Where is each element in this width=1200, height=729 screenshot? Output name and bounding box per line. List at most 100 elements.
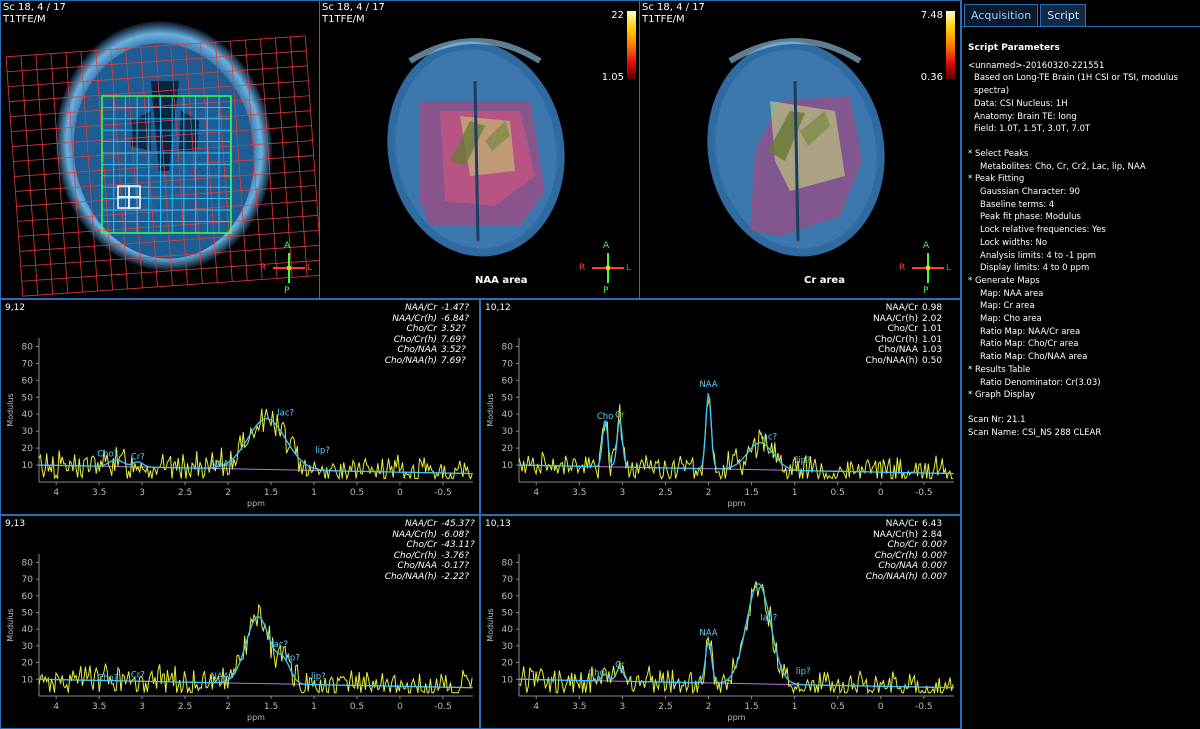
y-tick-label: 80 bbox=[22, 558, 34, 568]
peak-label: Cr bbox=[615, 410, 625, 420]
script-section-head: * Generate Maps bbox=[968, 275, 1040, 286]
spectrum-panel-9-13[interactable]: 10 20 30 40 50 60 70 80 4 3.5 3 2.5 2 1.5 1 0.5 0 -0.5 ppm… bbox=[0, 515, 480, 729]
x-tick-label: 0 bbox=[397, 488, 403, 498]
ratio-name: Cho/NAA bbox=[878, 345, 918, 355]
ratio-name: NAA/Cr(h) bbox=[872, 529, 918, 540]
y-tick-label: 20 bbox=[502, 659, 514, 669]
peak-label: lip? bbox=[311, 672, 326, 682]
ratio-row: Cho/NAA(h) 7.69? bbox=[385, 356, 475, 367]
script-section-head: * Peak Fitting bbox=[968, 174, 1025, 185]
x-tick-label: 0.5 bbox=[350, 702, 364, 712]
ratio-name: Cho/NAA bbox=[397, 561, 437, 571]
cr-map-viewport[interactable]: Sc 18, 4 / 17 T1TFE/M 7.48 0.36 Cr area … bbox=[639, 0, 961, 299]
x-tick-label: 2 bbox=[706, 488, 712, 498]
x-tick-label: 4 bbox=[533, 702, 539, 712]
ratio-value: -1.47? bbox=[441, 303, 470, 313]
y-tick-label: 10 bbox=[502, 675, 514, 685]
x-tick-label: 4 bbox=[533, 488, 539, 498]
x-tick-label: -0.5 bbox=[915, 702, 933, 712]
ratio-value: 7.69? bbox=[441, 355, 466, 366]
ratio-name: NAA/Cr(h) bbox=[392, 313, 437, 324]
x-tick-label: 0 bbox=[397, 702, 403, 712]
ratio-name: Cho/NAA bbox=[397, 345, 437, 355]
y-tick-label: 10 bbox=[22, 461, 34, 471]
orientation-marker: A R L P bbox=[578, 241, 638, 298]
y-tick-label: 60 bbox=[502, 592, 514, 602]
x-tick-label: 1.5 bbox=[264, 488, 278, 498]
ratio-name: Cho/Cr(h) bbox=[393, 550, 437, 561]
naa-map-viewport[interactable]: Sc 18, 4 / 17 T1TFE/M 22 1.05 NAA area A… bbox=[319, 0, 640, 299]
ratio-name: NAA/Cr bbox=[885, 519, 918, 529]
ratio-name: Cho/NAA bbox=[878, 561, 918, 571]
x-tick-label: 4 bbox=[53, 702, 59, 712]
spectrum-raw bbox=[518, 581, 954, 695]
script-item: Baseline terms: 4 bbox=[980, 199, 1055, 210]
script-item: Lock relative frequencies: Yes bbox=[980, 225, 1106, 236]
script-item: Display limits: 4 to 0 ppm bbox=[980, 263, 1090, 274]
ratio-value: -2.22? bbox=[441, 571, 470, 582]
x-tick-label: 1 bbox=[311, 488, 317, 498]
peak-label: NAA? bbox=[211, 672, 234, 682]
colorbar bbox=[627, 11, 636, 79]
localizer-brain-image bbox=[5, 21, 319, 297]
ratio-row: Cho/NAA(h) -2.22? bbox=[385, 572, 475, 583]
peak-label: lip? bbox=[315, 446, 330, 456]
script-item: Map: Cr area bbox=[980, 301, 1035, 312]
x-tick-label: 0.5 bbox=[831, 488, 845, 498]
script-header-line: Based on Long-TE Brain (1H CSI or TSI, m… bbox=[974, 73, 1178, 97]
ratio-row: Cho/Cr(h) 1.01 bbox=[865, 335, 956, 346]
slice-info: Sc 18, 4 / 17 bbox=[3, 2, 66, 13]
spectrum-panel-9-12[interactable]: 10 20 30 40 50 60 70 80 4 3.5 3 2.5 2 1.5 1 0.5 0 -0.5 ppm… bbox=[0, 299, 480, 515]
tab-bar: Acquisition Script bbox=[964, 4, 1087, 27]
tab-script[interactable]: Script bbox=[1040, 4, 1087, 27]
orient-posterior: P bbox=[923, 286, 929, 296]
y-tick-label: 40 bbox=[22, 410, 34, 420]
y-tick-label: 50 bbox=[22, 393, 34, 403]
ratio-row: Cho/Cr 1.01 bbox=[865, 324, 956, 335]
series-name: T1TFE/M bbox=[642, 14, 685, 25]
spectrum-panel-10-12[interactable]: 10 20 30 40 50 60 70 80 4 3.5 3 2.5 2 1.5 1 0.5 0 -0.5 ppm… bbox=[480, 299, 961, 515]
ratio-value: -3.76? bbox=[441, 550, 470, 561]
ratio-row: Cho/Cr(h) 7.69? bbox=[385, 335, 475, 346]
ratio-value: -45.37? bbox=[441, 519, 475, 529]
ratio-row: Cho/Cr 0.00? bbox=[866, 540, 956, 551]
peak-label: Cho bbox=[597, 412, 614, 422]
orientation-marker: A R L P bbox=[898, 241, 958, 298]
script-item: Map: Cho area bbox=[980, 314, 1042, 325]
x-tick-label: 1 bbox=[792, 702, 798, 712]
naa-map-image bbox=[387, 38, 565, 257]
voxel-position: 10,12 bbox=[485, 303, 511, 313]
viewport-header: Sc 18, 4 / 17 T1TFE/M bbox=[322, 2, 385, 26]
map-label: NAA area bbox=[475, 275, 528, 286]
peak-label: Cho bbox=[588, 669, 605, 679]
y-tick-label: 70 bbox=[502, 359, 514, 369]
x-tick-label: 0 bbox=[878, 488, 884, 498]
script-item: Peak fit phase: Modulus bbox=[980, 212, 1081, 223]
ratio-value: 0.00? bbox=[922, 561, 947, 571]
peak-label: NAA? bbox=[211, 459, 234, 469]
ratio-value: 2.02 bbox=[922, 313, 943, 324]
right-panel: Acquisition Script Script Parameters <un… bbox=[961, 0, 1200, 729]
ratio-value: -0.17? bbox=[441, 561, 470, 571]
ratio-name: Cho/Cr bbox=[887, 324, 918, 334]
spectrum-raw bbox=[518, 397, 954, 481]
peak-label: lip? bbox=[285, 654, 300, 664]
x-tick-label: 3.5 bbox=[92, 488, 106, 498]
ratio-value: 7.69? bbox=[441, 334, 466, 345]
y-tick-label: 30 bbox=[502, 642, 514, 652]
ratio-row: NAA/Cr(h) -6.08? bbox=[385, 530, 475, 541]
y-tick-label: 10 bbox=[22, 675, 34, 685]
script-title: Script Parameters bbox=[968, 43, 1060, 53]
x-tick-label: -0.5 bbox=[915, 488, 933, 498]
colorbar-min: 1.05 bbox=[601, 72, 624, 83]
x-tick-label: 1.5 bbox=[264, 702, 278, 712]
peak-label: lac? bbox=[760, 613, 777, 623]
localizer-viewport[interactable]: Sc 18, 4 / 17 T1TFE/M A R L P bbox=[0, 0, 320, 299]
orient-anterior: A bbox=[603, 241, 610, 251]
peak-label: lip? bbox=[796, 456, 811, 466]
tab-acquisition[interactable]: Acquisition bbox=[964, 4, 1039, 27]
spectrum-panel-10-13[interactable]: 10 20 30 40 50 60 70 80 4 3.5 3 2.5 2 1.5 1 0.5 0 -0.5 ppm… bbox=[480, 515, 961, 729]
x-tick-label: 1 bbox=[311, 702, 317, 712]
y-tick-label: 40 bbox=[502, 625, 514, 635]
ratio-name: NAA/Cr(h) bbox=[392, 529, 437, 540]
